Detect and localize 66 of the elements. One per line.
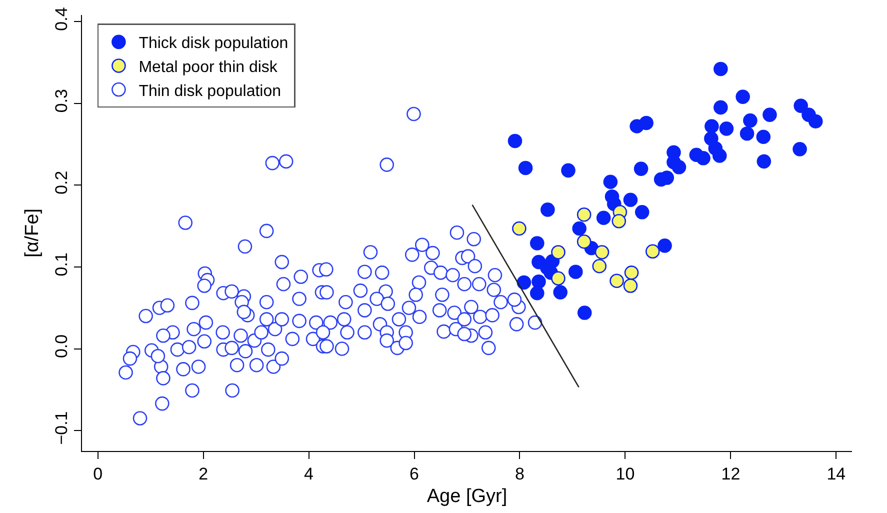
y-tick-label: 0.0 xyxy=(52,334,72,358)
point xyxy=(530,286,544,300)
x-tick-label: 8 xyxy=(515,464,524,484)
x-tick-label: 0 xyxy=(93,464,103,484)
point xyxy=(714,62,728,76)
point xyxy=(645,244,660,259)
point xyxy=(756,154,772,169)
point xyxy=(610,274,624,288)
point xyxy=(658,238,672,253)
x-tick-label: 12 xyxy=(721,464,740,484)
point xyxy=(530,236,544,250)
x-tick-label: 2 xyxy=(198,464,208,484)
point xyxy=(624,266,639,280)
y-tick-label: 0.4 xyxy=(52,7,72,31)
point xyxy=(740,126,754,141)
point xyxy=(792,142,807,156)
point xyxy=(551,245,566,260)
point xyxy=(568,264,583,280)
x-tick-label: 10 xyxy=(616,464,635,484)
point xyxy=(762,108,777,122)
point xyxy=(540,202,555,217)
point xyxy=(808,114,823,128)
point xyxy=(603,174,618,190)
point xyxy=(719,122,734,136)
point xyxy=(736,90,750,104)
point xyxy=(794,98,808,113)
point xyxy=(696,151,710,166)
point xyxy=(553,285,568,300)
point xyxy=(596,210,611,226)
point xyxy=(623,192,638,208)
point xyxy=(592,258,607,274)
point xyxy=(612,214,626,228)
point xyxy=(561,163,576,178)
point xyxy=(572,221,586,236)
point xyxy=(712,148,727,163)
y-tick-label: −0.1 xyxy=(52,411,72,445)
point xyxy=(714,100,728,115)
point xyxy=(508,134,522,148)
point xyxy=(634,162,648,176)
point xyxy=(532,274,546,289)
point xyxy=(634,204,650,220)
legend-label: Thin disk population xyxy=(138,82,282,100)
point xyxy=(743,113,758,128)
point xyxy=(704,119,719,134)
x-tick-label: 4 xyxy=(304,464,314,484)
point xyxy=(756,130,771,144)
point xyxy=(639,116,654,130)
x-tick-label: 14 xyxy=(826,464,846,484)
point xyxy=(512,221,526,236)
point xyxy=(666,155,681,170)
point xyxy=(576,234,592,249)
x-axis-title: Age [Gyr] xyxy=(426,486,508,508)
point xyxy=(518,160,533,176)
point xyxy=(623,278,638,293)
point xyxy=(551,271,566,286)
point xyxy=(594,245,610,260)
legend-label: Metal poor thin disk xyxy=(138,58,278,76)
point xyxy=(576,207,592,222)
point xyxy=(577,306,592,320)
x-tick-label: 6 xyxy=(410,464,419,484)
y-axis-title: [α/Fe] xyxy=(22,208,44,258)
legend-label: Thick disk population xyxy=(138,35,288,52)
y-tick-label: 0.3 xyxy=(52,88,72,113)
point xyxy=(516,275,532,290)
y-tick-label: 0.1 xyxy=(52,252,72,276)
y-tick-label: 0.2 xyxy=(52,170,72,194)
